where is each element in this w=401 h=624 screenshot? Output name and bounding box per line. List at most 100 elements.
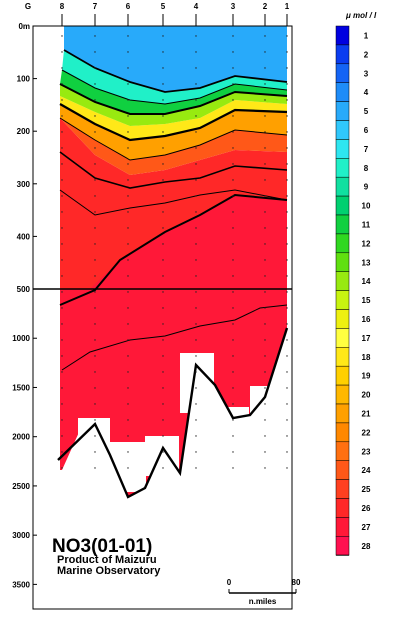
contour-line-1	[59, 103, 288, 142]
sample-dot	[162, 131, 164, 133]
sample-dot	[94, 435, 96, 437]
contour-band-6	[60, 70, 287, 114]
scale-swatch	[335, 176, 350, 197]
no-data-block-6	[250, 386, 278, 446]
contour-band-3	[60, 104, 287, 160]
scale-label: 27	[362, 523, 371, 532]
scale-swatch	[335, 25, 350, 46]
sample-dot	[127, 259, 129, 261]
sample-dot	[61, 275, 63, 277]
sample-dot	[232, 35, 234, 37]
sample-dot	[232, 419, 234, 421]
sample-dot	[264, 211, 266, 213]
station-label: 2	[263, 2, 268, 11]
sample-dot	[127, 307, 129, 309]
station-label: 4	[194, 2, 199, 11]
sample-dot	[286, 131, 288, 133]
sample-dot	[264, 339, 266, 341]
sample-dot	[286, 83, 288, 85]
sample-dot	[264, 195, 266, 197]
sample-dot	[162, 179, 164, 181]
distance-scale-bar: 0 80 n.miles	[227, 578, 301, 606]
scale-swatch	[335, 290, 350, 310]
sample-dot	[286, 211, 288, 213]
sample-dot	[232, 211, 234, 213]
sample-dot	[61, 435, 63, 437]
sample-dot	[264, 451, 266, 453]
sample-dot	[232, 275, 234, 277]
scale-label: 28	[362, 542, 371, 551]
scale-swatch	[335, 120, 350, 140]
sample-dot	[264, 99, 266, 101]
sample-dot	[61, 451, 63, 453]
depth-tick-label: 2000	[12, 433, 30, 442]
sample-dot	[195, 339, 197, 341]
sample-dot	[162, 307, 164, 309]
scale-label: 23	[362, 447, 371, 456]
sample-dot	[61, 323, 63, 325]
sample-dot	[195, 179, 197, 181]
sample-dot	[162, 339, 164, 341]
scale-swatch	[335, 479, 350, 499]
sample-dot	[195, 371, 197, 373]
sample-dot	[286, 147, 288, 149]
sample-dot	[264, 307, 266, 309]
sample-dot	[61, 35, 63, 37]
sample-dot	[195, 387, 197, 389]
sample-dot	[264, 467, 266, 469]
scale-swatch	[335, 441, 350, 461]
sample-dot	[162, 51, 164, 53]
scale-swatch	[335, 233, 350, 254]
sample-dot	[162, 115, 164, 117]
scale-swatch	[335, 365, 350, 386]
scale-swatch	[335, 214, 350, 235]
sample-dot	[94, 291, 96, 293]
scale-swatch	[335, 460, 350, 480]
sample-dot	[195, 227, 197, 229]
scale-label: 16	[362, 315, 371, 324]
sample-dot	[94, 67, 96, 69]
sample-dot	[232, 307, 234, 309]
sample-dot	[94, 307, 96, 309]
sample-dot	[94, 451, 96, 453]
scale-bar-start: 0	[227, 578, 232, 587]
sample-dot	[286, 259, 288, 261]
sample-dot	[232, 387, 234, 389]
sample-dot	[94, 387, 96, 389]
sample-dot	[127, 83, 129, 85]
sample-dot	[232, 451, 234, 453]
scale-swatch	[335, 195, 350, 216]
sample-dot	[195, 307, 197, 309]
depth-tick-label: 1000	[12, 334, 30, 343]
scale-swatch	[335, 422, 350, 443]
sample-dot	[61, 387, 63, 389]
sample-dot	[127, 275, 129, 277]
sample-dot	[162, 99, 164, 101]
sample-dot	[286, 371, 288, 373]
sample-dot	[61, 99, 63, 101]
scale-swatch	[335, 252, 350, 272]
sample-dot	[195, 451, 197, 453]
station-label: 7	[93, 2, 98, 11]
sample-dot	[127, 339, 129, 341]
sample-dot	[264, 291, 266, 293]
sample-dot	[264, 147, 266, 149]
sample-dot	[286, 115, 288, 117]
station-label: 8	[60, 2, 65, 11]
sample-dot	[94, 243, 96, 245]
scale-label: 20	[362, 391, 371, 400]
sample-dot	[264, 131, 266, 133]
sample-dot	[195, 147, 197, 149]
sample-dot	[195, 99, 197, 101]
sample-dot	[94, 339, 96, 341]
sample-dot	[127, 323, 129, 325]
sample-dot	[286, 307, 288, 309]
sample-dot	[286, 435, 288, 437]
section-plot	[33, 26, 292, 609]
sample-dot	[264, 227, 266, 229]
contour-band-8	[64, 26, 287, 92]
sample-dot	[127, 371, 129, 373]
sample-dot	[127, 195, 129, 197]
sample-dot	[195, 323, 197, 325]
sample-dot	[61, 163, 63, 165]
